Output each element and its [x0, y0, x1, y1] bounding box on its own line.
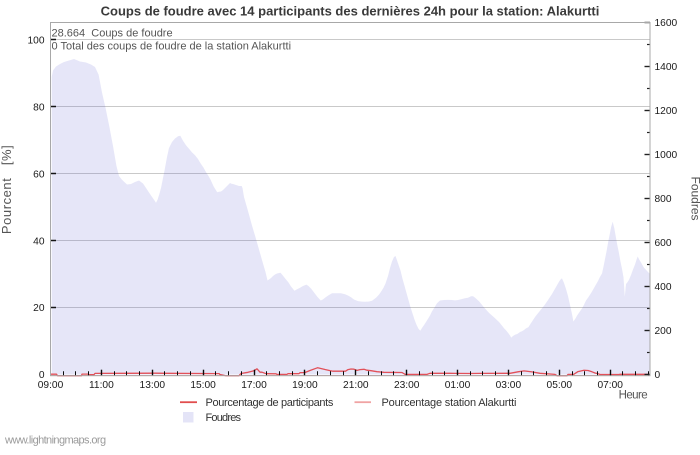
svg-text:05:00: 05:00: [547, 380, 573, 391]
svg-text:80: 80: [33, 102, 45, 113]
svg-text:400: 400: [655, 282, 672, 293]
svg-text:Pourcent [%]: Pourcent [%]: [0, 145, 14, 234]
svg-text:09:00: 09:00: [38, 380, 64, 391]
svg-text:0 Total des coups de foudre de: 0 Total des coups de foudre de la statio…: [52, 41, 292, 53]
svg-text:Coups de foudre avec 14 partic: Coups de foudre avec 14 participants des…: [101, 4, 600, 19]
svg-text:100: 100: [28, 35, 45, 46]
svg-text:23:00: 23:00: [394, 380, 420, 391]
svg-text:11:00: 11:00: [89, 380, 114, 391]
svg-text:15:00: 15:00: [190, 380, 216, 391]
svg-text:1200: 1200: [655, 106, 678, 117]
svg-text:800: 800: [655, 194, 672, 205]
svg-text:19:00: 19:00: [292, 380, 318, 391]
svg-text:600: 600: [655, 238, 672, 249]
svg-text:13:00: 13:00: [140, 380, 166, 391]
svg-text:03:00: 03:00: [496, 380, 522, 391]
svg-text:21:00: 21:00: [343, 380, 369, 391]
svg-text:1000: 1000: [655, 150, 678, 161]
svg-text:Foudres: Foudres: [689, 176, 700, 220]
svg-text:20: 20: [33, 303, 45, 314]
svg-text:1400: 1400: [655, 62, 678, 73]
svg-text:200: 200: [655, 326, 672, 337]
svg-text:01:00: 01:00: [445, 380, 471, 391]
svg-text:0: 0: [655, 370, 661, 381]
svg-text:www.lightningmaps.org: www.lightningmaps.org: [4, 435, 106, 447]
svg-text:28.664 Coups de foudre: 28.664 Coups de foudre: [52, 27, 173, 39]
svg-text:Heure: Heure: [619, 390, 648, 402]
svg-text:1600: 1600: [655, 18, 678, 29]
svg-text:Foudres: Foudres: [206, 412, 242, 424]
svg-text:40: 40: [33, 236, 45, 247]
svg-text:Pourcentage de participants: Pourcentage de participants: [206, 397, 334, 409]
svg-text:Pourcentage station Alakurtti: Pourcentage station Alakurtti: [382, 397, 517, 409]
svg-text:17:00: 17:00: [241, 380, 267, 391]
svg-text:60: 60: [33, 169, 45, 180]
